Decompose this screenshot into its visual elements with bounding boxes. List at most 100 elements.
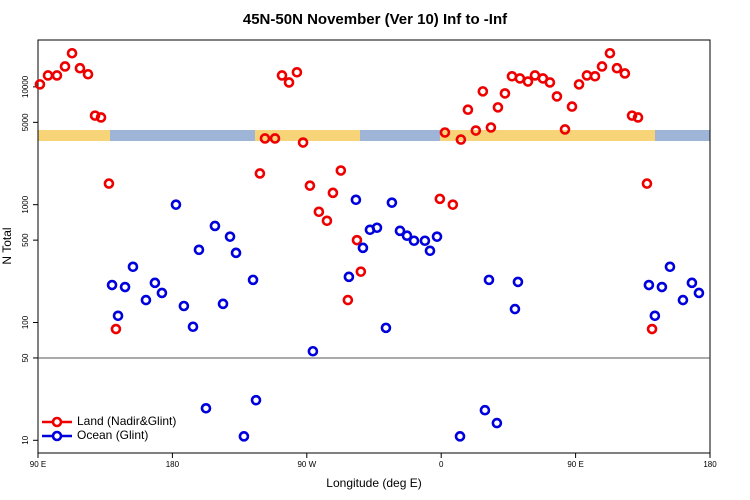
x-tick-label: 180 [166,460,180,469]
x-axis-label: Longitude (deg E) [326,476,421,490]
data-point [491,417,503,429]
data-point [512,276,524,288]
data-point [646,323,658,335]
data-point [313,206,325,218]
chart-title: 45N-50N November (Ver 10) Inf to -Inf [243,11,508,28]
land-strip [38,130,110,141]
data-point [686,277,698,289]
data-point [103,178,115,189]
data-point [291,66,303,78]
data-point [664,261,676,273]
data-point [573,79,585,90]
data-point [424,245,436,257]
data-point [254,168,266,179]
data-point [34,79,46,90]
data-point [439,127,451,138]
data-point [297,137,309,148]
data-point [408,235,420,247]
data-point [283,77,295,88]
data-point [140,294,152,306]
data-point [106,279,118,291]
x-tick-label: 0 [439,460,444,469]
data-point [544,77,556,88]
data-point [82,68,94,80]
data-point [250,394,262,406]
legend-marker [51,416,63,428]
data-point [643,279,655,291]
data-point [238,431,250,442]
data-point [454,431,466,442]
data-point [89,110,101,121]
data-point [619,68,631,79]
data-point [230,247,242,259]
data-point [611,62,623,74]
data-point [343,271,355,283]
legend-label: Land (Nadir&Glint) [77,414,176,428]
data-point [327,187,339,199]
y-tick-label: 10000 [21,75,30,98]
data-point [66,47,78,59]
x-tick-label: 180 [703,460,717,469]
legend-marker [51,430,63,442]
data-point [485,122,497,133]
data-point [351,234,363,246]
y-tick-label: 5000 [21,113,30,131]
land-strip [440,130,655,141]
data-point [641,178,653,189]
data-point [551,91,563,102]
data-point [693,287,705,299]
data-point [321,215,333,227]
data-point [632,112,644,123]
data-point [462,104,474,116]
data-point [677,294,689,306]
data-point [492,102,504,113]
data-point [307,345,319,357]
data-point [386,197,398,208]
data-point [187,321,199,333]
data-point [509,303,521,315]
data-point [259,133,271,144]
data-point [193,244,205,256]
data-point [119,281,131,293]
data-point [74,62,86,74]
data-point [170,199,182,210]
data-point [649,310,661,322]
plot-frame [37,39,711,454]
data-point [112,310,124,322]
data-point [522,76,534,87]
data-point [401,230,413,242]
x-tick-label: 90 E [30,460,46,469]
data-point [431,231,443,242]
data-point [394,225,406,237]
data-point [470,125,482,136]
data-point [178,300,190,312]
data-point [200,402,212,414]
y-tick-label: 100 [21,315,30,329]
data-point [566,101,578,112]
data-point [217,298,229,310]
data-point [371,222,383,234]
map-strip [38,130,710,141]
land-strip [255,130,360,141]
ocean-strip [38,130,710,141]
data-point [51,70,63,81]
data-point [559,124,571,135]
data-point [156,287,168,299]
data-point [604,47,616,59]
data-point [355,266,367,277]
data-point [247,274,259,286]
data-point [434,193,446,205]
data-point [269,133,281,144]
data-point [589,70,601,82]
y-tick-label: 500 [21,233,30,247]
data-point [447,199,459,210]
y-tick-label: 50 [21,353,30,362]
data-point [350,194,362,206]
data-point [357,242,369,254]
data-point [656,281,668,293]
data-point [127,261,139,273]
y-tick-label: 10 [21,435,30,444]
legend: Land (Nadir&Glint)Ocean (Glint) [42,414,176,442]
